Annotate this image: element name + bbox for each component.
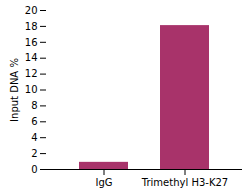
svg-text:14: 14 <box>25 52 38 63</box>
svg-text:IgG: IgG <box>95 177 112 188</box>
svg-text:10: 10 <box>25 84 38 95</box>
svg-text:0: 0 <box>31 164 37 175</box>
svg-text:18: 18 <box>25 21 38 32</box>
svg-text:6: 6 <box>31 116 37 127</box>
svg-text:16: 16 <box>25 37 38 48</box>
svg-text:2: 2 <box>31 148 37 159</box>
svg-text:12: 12 <box>25 68 38 79</box>
svg-text:20: 20 <box>25 5 38 16</box>
svg-text:8: 8 <box>31 100 37 111</box>
svg-text:Input DNA %: Input DNA % <box>9 58 20 122</box>
svg-text:Trimethyl H3-K27: Trimethyl H3-K27 <box>141 177 228 188</box>
svg-text:4: 4 <box>31 132 37 143</box>
